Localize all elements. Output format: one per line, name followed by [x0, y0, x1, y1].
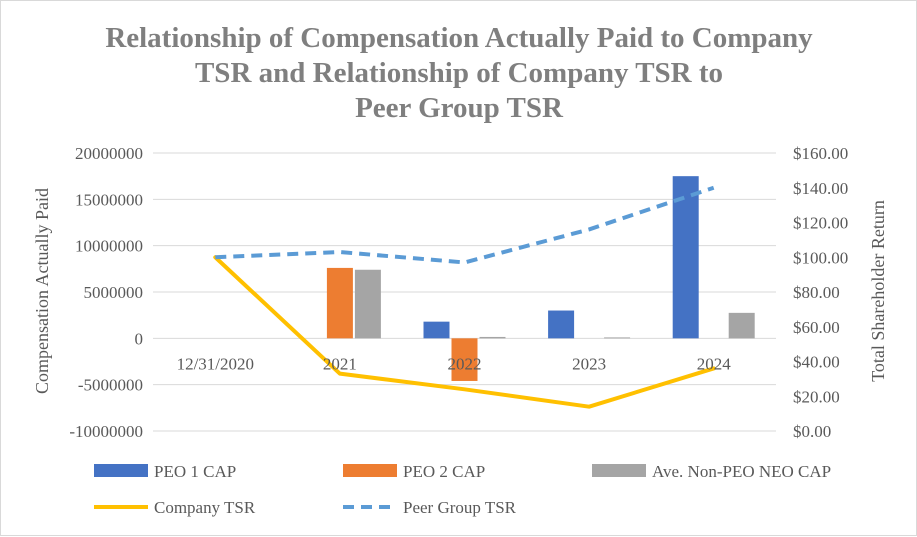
legend-swatch-peo-2-cap [343, 464, 397, 477]
bar-ave-non-peo-neo-cap [354, 269, 381, 339]
gridlines [153, 152, 776, 432]
y-tick-label: -10000000 [69, 422, 143, 441]
x-tick-label: 2021 [323, 354, 357, 373]
bar-peo-1-cap [548, 310, 575, 339]
bars [326, 176, 755, 381]
y2-tick-label: $140.00 [793, 179, 848, 198]
y2-axis-title: Total Shareholder Return [868, 200, 888, 382]
x-tick-label: 2022 [448, 354, 482, 373]
bar-ave-non-peo-neo-cap [728, 312, 755, 339]
chart-title-line-2: TSR and Relationship of Company TSR to [195, 57, 723, 89]
y2-tick-label: $100.00 [793, 248, 848, 267]
legend-label-company-tsr: Company TSR [154, 498, 256, 517]
legend: PEO 1 CAP PEO 2 CAP Ave. Non-PEO NEO CAP Co… [94, 462, 831, 517]
y2-tick-label: $80.00 [793, 283, 840, 302]
y2-tick-label: $120.00 [793, 214, 848, 233]
legend-swatch-peo-1-cap [94, 464, 148, 477]
bar-ave-non-peo-neo-cap [479, 336, 506, 339]
bar-peo-1-cap [423, 321, 450, 339]
y2-tick-label: $20.00 [793, 387, 840, 406]
legend-label-peo-1-cap: PEO 1 CAP [154, 462, 236, 481]
y2-tick-label: $60.00 [793, 318, 840, 337]
x-tick-label: 2024 [697, 354, 732, 373]
tsr-lines [213, 185, 716, 409]
bar-peo-2-cap [451, 338, 478, 381]
legend-label-peer-group-tsr: Peer Group TSR [403, 498, 517, 517]
x-tick-label: 2023 [572, 354, 606, 373]
legend-label-ave-non-peo-neo-cap: Ave. Non-PEO NEO CAP [652, 462, 831, 481]
bar-peo-1-cap [672, 176, 699, 339]
y-tick-label: 10000000 [75, 237, 143, 256]
y-tick-label: -5000000 [78, 376, 143, 395]
y-tick-label: 0 [135, 329, 144, 348]
line-company-tsr [213, 255, 716, 409]
legend-label-peo-2-cap: PEO 2 CAP [403, 462, 485, 481]
y2-tick-label: $40.00 [793, 353, 840, 372]
y2-tick-label: $160.00 [793, 144, 848, 163]
axes: 20000000 15000000 10000000 5000000 0 -5000000… [69, 144, 848, 441]
y-axis-title: Compensation Actually Paid [32, 188, 52, 394]
bar-ave-non-peo-neo-cap [604, 337, 631, 339]
bar-peo-2-cap [326, 267, 353, 339]
x-tick-label: 12/31/2020 [177, 354, 254, 373]
y-tick-label: 20000000 [75, 144, 143, 163]
chart-title-line-3: Peer Group TSR [355, 92, 564, 124]
chart-title-line-1: Relationship of Compensation Actually Pa… [105, 22, 813, 54]
y-tick-label: 5000000 [84, 283, 144, 302]
y-tick-label: 15000000 [75, 190, 143, 209]
line-peer-group-tsr [215, 185, 715, 265]
legend-swatch-ave-non-peo-neo-cap [592, 464, 646, 477]
y2-tick-label: $0.00 [793, 422, 831, 441]
